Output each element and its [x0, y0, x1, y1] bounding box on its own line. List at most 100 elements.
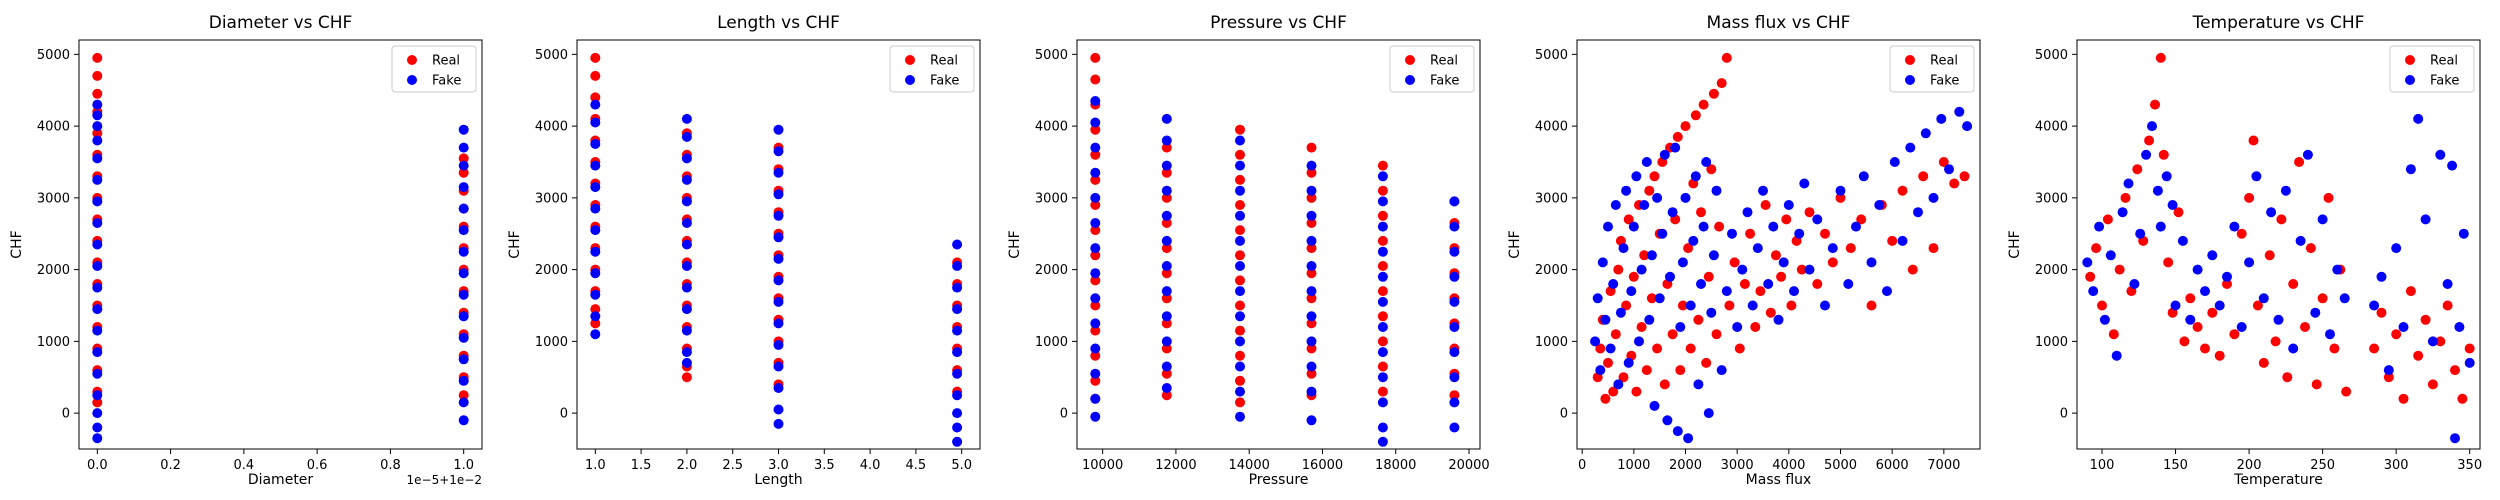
data-point-real	[1306, 243, 1317, 254]
data-point-real	[1672, 131, 1683, 142]
data-point-fake	[1605, 343, 1616, 354]
data-point-fake	[681, 304, 692, 315]
data-point-fake	[1913, 207, 1923, 218]
data-point-fake	[2302, 149, 2313, 160]
data-point-fake	[1161, 261, 1172, 271]
data-point-real	[1161, 167, 1172, 178]
data-point-fake	[1235, 361, 1245, 372]
data-point-fake	[1727, 228, 1737, 239]
data-point-fake	[1090, 393, 1101, 404]
series-fake	[590, 99, 963, 447]
data-point-fake	[1090, 368, 1101, 379]
data-point-real	[1161, 243, 1172, 254]
data-point-fake	[1768, 221, 1779, 232]
data-point-real	[1161, 390, 1172, 401]
data-point-real	[1235, 350, 1245, 361]
data-point-fake	[2405, 164, 2416, 175]
data-point-real	[2207, 307, 2218, 318]
data-point-fake	[1306, 386, 1317, 397]
data-point-fake	[2147, 121, 2157, 132]
data-point-fake	[1235, 185, 1245, 196]
subplot-3: 10000 12000 14000 16000 18000 20000 0 1000 2000 3…	[1007, 13, 1490, 488]
data-point-real	[1907, 264, 1918, 275]
data-point-fake	[2117, 207, 2128, 218]
y-tick-label: 1000	[37, 335, 70, 350]
x-tick-label: 20000	[1448, 458, 1489, 473]
data-point-fake	[92, 347, 103, 358]
y-tick-label: 1000	[1535, 335, 1568, 350]
y-tick-label: 4000	[535, 120, 568, 135]
data-point-fake	[590, 311, 601, 322]
data-point-fake	[681, 347, 692, 358]
y-tick-label: 3000	[1535, 191, 1568, 206]
data-point-fake	[2420, 214, 2431, 225]
data-point-fake	[1812, 214, 1823, 225]
data-point-real	[1887, 235, 1898, 246]
plot-area	[79, 40, 482, 449]
x-tick-label: 1.0	[585, 458, 606, 473]
y-axis-label: CHF	[507, 230, 523, 258]
data-point-fake	[1306, 261, 1317, 271]
data-point-real	[1090, 200, 1101, 210]
data-point-fake	[773, 232, 784, 243]
chart-title: Length vs CHF	[717, 13, 840, 33]
data-point-fake	[952, 325, 963, 336]
data-point-fake	[458, 397, 469, 408]
data-point-real	[590, 304, 601, 315]
data-point-real	[1161, 142, 1172, 153]
data-point-fake	[1615, 307, 1626, 318]
data-point-fake	[1626, 286, 1637, 297]
data-point-fake	[681, 239, 692, 250]
data-point-real	[2085, 271, 2096, 282]
data-point-fake	[681, 282, 692, 293]
data-point-fake	[1603, 221, 1613, 232]
x-tick-label: 0.4	[234, 458, 255, 473]
data-point-real	[2294, 157, 2305, 167]
data-point-real	[1680, 121, 1691, 132]
data-point-fake	[458, 203, 469, 214]
data-point-fake	[1377, 296, 1388, 307]
data-point-real	[1090, 52, 1101, 63]
data-point-fake	[2442, 279, 2453, 289]
data-point-fake	[1688, 235, 1699, 246]
data-point-real	[2413, 350, 2424, 361]
data-point-fake	[1161, 235, 1172, 246]
data-point-fake	[952, 239, 963, 250]
plot-area	[2077, 40, 2480, 449]
data-point-fake	[1758, 185, 1768, 196]
data-point-fake	[952, 347, 963, 358]
x-axis-label: Pressure	[1249, 472, 1309, 488]
data-point-fake	[590, 329, 601, 340]
data-point-fake	[1708, 250, 1719, 261]
data-point-real	[1770, 250, 1781, 261]
data-point-real	[2120, 192, 2131, 203]
data-point-real	[1755, 286, 1766, 297]
data-point-fake	[952, 422, 963, 433]
data-point-fake	[2266, 207, 2277, 218]
data-point-fake	[2088, 286, 2099, 297]
data-point-fake	[1778, 257, 1789, 268]
x-tick-label: 0.8	[380, 458, 401, 473]
data-point-fake	[458, 160, 469, 171]
y-axis-label: CHF	[1007, 230, 1023, 258]
data-point-fake	[1747, 300, 1758, 311]
data-point-fake	[2280, 185, 2291, 196]
data-point-real	[2435, 336, 2446, 347]
data-point-fake	[92, 433, 103, 444]
data-point-real	[1306, 293, 1317, 304]
legend-marker-real	[1905, 55, 1915, 65]
y-tick-label: 4000	[1035, 120, 1068, 135]
data-point-fake	[590, 225, 601, 236]
data-point-fake	[2427, 336, 2438, 347]
data-point-fake	[1235, 135, 1245, 146]
data-point-real	[2305, 243, 2316, 254]
data-point-real	[681, 372, 692, 383]
data-point-fake	[681, 196, 692, 207]
data-point-fake	[1090, 411, 1101, 422]
data-point-fake	[1703, 408, 1714, 419]
data-point-fake	[2310, 307, 2321, 318]
data-point-fake	[1920, 128, 1931, 139]
data-point-fake	[952, 304, 963, 315]
x-tick-label: 0.6	[307, 458, 328, 473]
data-point-fake	[2222, 271, 2232, 282]
